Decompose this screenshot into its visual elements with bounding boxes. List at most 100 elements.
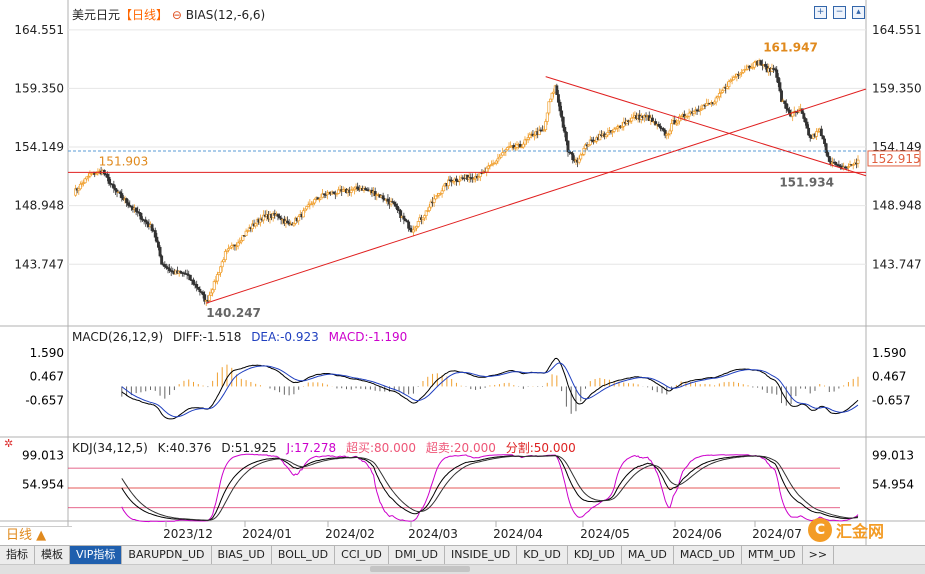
candle <box>408 225 412 232</box>
kdj-j-value: 17.278 <box>294 441 337 455</box>
tab-14[interactable]: >> <box>803 546 835 564</box>
tab-6[interactable]: CCI_UD <box>335 546 389 564</box>
kdj-d-line <box>121 455 859 521</box>
candle <box>432 193 436 207</box>
x-label-5: 2024/05 <box>580 527 630 541</box>
candle-body <box>571 153 575 161</box>
candle-body <box>490 164 493 166</box>
candle <box>498 153 501 160</box>
current-price-box <box>867 150 921 167</box>
candle <box>335 192 339 197</box>
candle <box>171 267 175 275</box>
candle-body <box>447 179 450 187</box>
candle-body <box>305 206 309 210</box>
candle <box>593 139 597 143</box>
candle <box>196 287 200 290</box>
tab-4[interactable]: BIAS_UD <box>212 546 272 564</box>
candle-body <box>405 220 409 223</box>
candle <box>470 173 474 183</box>
candle-body <box>727 81 731 88</box>
scroll-thumb[interactable] <box>370 566 470 572</box>
candle-body <box>722 87 726 92</box>
tab-0[interactable]: 指标 <box>0 546 35 564</box>
horizontal-scrollbar[interactable] <box>0 564 925 574</box>
candle <box>241 235 245 242</box>
macd-dea-value: -0.923 <box>280 330 319 344</box>
candle <box>397 207 401 215</box>
candle <box>520 144 524 149</box>
candle <box>316 196 320 200</box>
tab-5[interactable]: BOLL_UD <box>272 546 336 564</box>
kdj-os-label: 超卖: <box>425 441 454 455</box>
tab-8[interactable]: INSIDE_UD <box>445 546 518 564</box>
tab-3[interactable]: BARUPDN_UD <box>122 546 212 564</box>
candle-body <box>764 64 768 67</box>
candle <box>488 164 492 170</box>
tab-1[interactable]: 模板 <box>35 546 70 564</box>
kdj-tick-right-1: 54.954 <box>872 478 914 492</box>
candle <box>128 200 132 208</box>
candle-body <box>620 126 624 128</box>
candle-body <box>292 223 296 226</box>
candle-body <box>157 241 160 248</box>
candle <box>856 155 860 168</box>
macd-diff-value: -1.518 <box>202 330 242 344</box>
kdj-gear-icon[interactable]: ✲ <box>4 437 14 450</box>
price-tick-left-3: 148.948 <box>14 199 64 213</box>
tab-7[interactable]: DMI_UD <box>389 546 446 564</box>
candle <box>451 180 455 185</box>
zoom-out-icon[interactable]: − <box>833 6 846 19</box>
zoom-in-icon[interactable]: + <box>814 6 827 19</box>
candle-body <box>222 259 226 263</box>
price-tick-left-1: 159.350 <box>14 81 64 95</box>
candle-body <box>713 101 717 104</box>
candle <box>454 175 458 186</box>
candle-body <box>297 216 301 222</box>
candle-body <box>533 134 536 137</box>
candle <box>545 112 549 125</box>
candle <box>276 213 280 221</box>
candle-body <box>287 222 291 225</box>
candle-body <box>732 77 736 81</box>
settings-circle-icon[interactable]: ⊖ <box>171 8 182 22</box>
tab-12[interactable]: MACD_UD <box>674 546 742 564</box>
candle-body <box>211 289 215 294</box>
candle-body <box>521 143 525 148</box>
candle <box>521 141 525 149</box>
tab-13[interactable]: MTM_UD <box>742 546 803 564</box>
candle-body <box>579 154 583 160</box>
period-tab[interactable]: 日线 ▲ <box>0 526 72 545</box>
candle-body <box>513 147 517 149</box>
candle <box>668 128 672 137</box>
tab-10[interactable]: KDJ_UD <box>568 546 622 564</box>
candle <box>442 184 446 192</box>
tab-11[interactable]: MA_UD <box>622 546 674 564</box>
candle <box>407 219 411 232</box>
candle-body <box>748 65 752 69</box>
x-label-3: 2024/03 <box>408 527 458 541</box>
candle-body <box>714 97 718 103</box>
candle <box>751 62 755 70</box>
candle-body <box>246 230 250 232</box>
candle <box>163 261 167 270</box>
candle <box>155 232 159 243</box>
candle <box>496 153 500 165</box>
candle <box>217 272 221 276</box>
candle-body <box>74 188 78 196</box>
candle-body <box>662 128 666 131</box>
candle-body <box>429 201 433 208</box>
candle <box>558 99 562 116</box>
expand-icon[interactable]: ▴ <box>852 6 865 19</box>
tab-9[interactable]: KD_UD <box>517 546 568 564</box>
candle <box>727 79 731 90</box>
candle <box>303 208 307 213</box>
candle-body <box>136 211 140 213</box>
candle-body <box>509 146 513 148</box>
candle-body <box>209 292 213 296</box>
low-label: 140.247 <box>206 306 261 320</box>
candle-body <box>658 125 662 129</box>
candle-body <box>821 135 825 140</box>
tab-2[interactable]: VIP指标 <box>70 546 123 564</box>
macd-tick-right-0: 1.590 <box>872 346 906 360</box>
candle-body <box>550 92 554 100</box>
